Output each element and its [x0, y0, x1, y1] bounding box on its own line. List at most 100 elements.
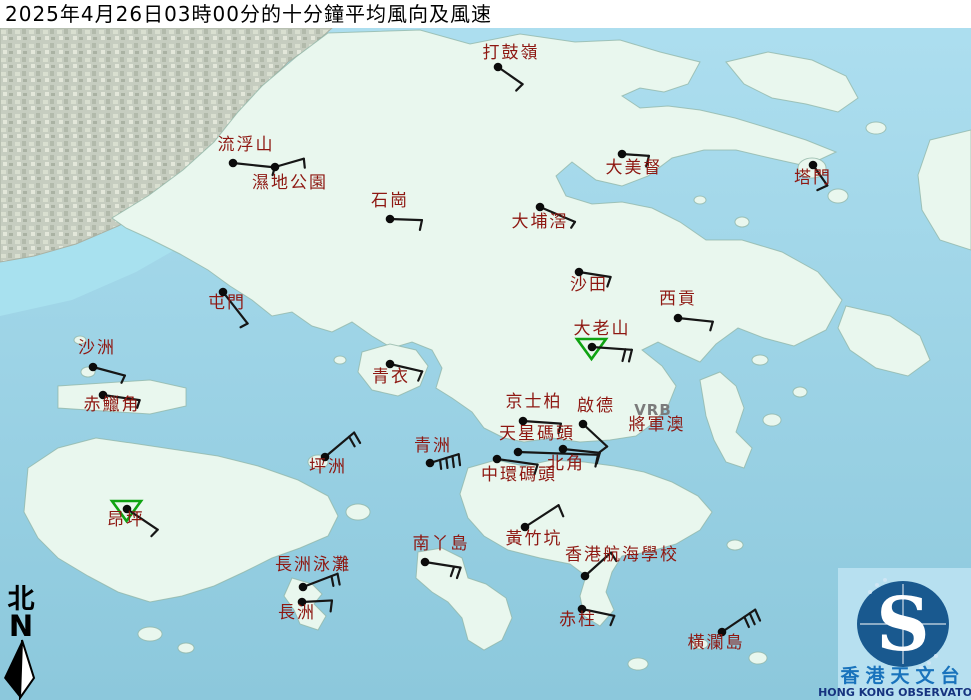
wind-barb-feather	[438, 458, 443, 470]
islet	[792, 386, 808, 398]
station-tuen-mun: 屯門	[208, 287, 249, 329]
logo-halftone-dot	[868, 590, 872, 594]
station-kings-park: 京士柏	[506, 392, 563, 435]
wind-barb-feather	[451, 455, 455, 469]
station-tai-po-kau: 大埔滘	[512, 202, 577, 232]
station-label: 西貢	[659, 289, 697, 309]
hong-kong-island	[459, 459, 713, 627]
wind-barb-feather	[418, 219, 424, 231]
wind-barb-feather	[136, 399, 141, 409]
station-label: 屯門	[208, 293, 246, 313]
wind-barb-feather	[353, 431, 362, 445]
green-triangle-marker	[109, 499, 144, 524]
wind-barb-feather	[533, 463, 539, 476]
station-label: 橫瀾島	[688, 633, 745, 653]
station-dot	[673, 313, 683, 323]
station-tseung-kwan-o: 將軍澳	[629, 415, 684, 435]
wind-barb-feather	[754, 608, 762, 622]
station-label: 天星碼頭	[499, 424, 575, 444]
station-dot	[492, 454, 502, 464]
station-label: 北角	[547, 454, 585, 474]
wind-barb-feather	[609, 551, 618, 563]
wind-barb-feather	[348, 435, 356, 448]
hei-ling-chau-islet	[345, 503, 371, 521]
station-dot	[425, 458, 435, 468]
station-label: 黃竹坑	[506, 529, 563, 549]
coastline-layer	[23, 29, 971, 671]
station-label: 啟德	[577, 396, 615, 416]
station-dot	[493, 62, 503, 72]
wind-barb-feather	[120, 374, 126, 384]
north-arrow-left-half	[4, 640, 22, 698]
logo-halftone-dot	[875, 583, 879, 587]
vrb-label: VRB	[634, 401, 672, 419]
wind-barb-staff	[496, 65, 524, 86]
north-cjk-label: 北	[8, 584, 35, 615]
station-label: 赤鱲角	[84, 395, 141, 415]
wind-barb-feather	[457, 453, 462, 467]
hko-logo: S 香港天文台 HONG KONG OBSERVATORY	[818, 568, 971, 700]
wind-barb-feather	[709, 320, 714, 332]
station-label: 沙田	[570, 275, 608, 295]
station-dot	[298, 582, 308, 592]
station-dot	[577, 604, 587, 614]
soko-islet	[137, 626, 163, 642]
wind-barb-staff	[495, 457, 539, 466]
map-title: 2025年4月26日03時00分的十分鐘平均風向及風速	[0, 0, 971, 28]
station-label: 京士柏	[506, 392, 563, 412]
wind-barb-staff	[388, 362, 424, 373]
station-dot	[717, 627, 727, 637]
station-chek-lap-kok: 赤鱲角	[84, 390, 141, 415]
station-stanley: 赤柱	[559, 604, 616, 630]
station-label: 長洲泳灘	[275, 555, 351, 575]
logo-english-name: HONG KONG OBSERVATORY	[818, 686, 971, 699]
wind-barb-staff	[561, 447, 601, 454]
wind-barb-feather	[329, 599, 334, 613]
islet	[693, 195, 707, 205]
islet	[762, 413, 782, 427]
station-tsing-yi: 青衣	[372, 359, 424, 387]
deep-bay-water	[0, 42, 336, 316]
station-dot	[98, 390, 108, 400]
station-label: 長洲	[278, 603, 316, 623]
station-label: 青洲	[414, 436, 452, 456]
wind-barb-feather	[515, 83, 524, 92]
station-dot	[320, 452, 330, 462]
station-dot	[587, 342, 597, 352]
station-label: 打鼓嶺	[483, 43, 540, 63]
wind-barb-staff	[538, 205, 577, 223]
station-peng-chau: 坪洲	[309, 431, 362, 477]
wind-barb-feather	[609, 614, 616, 627]
station-label: 中環碼頭	[481, 465, 557, 485]
station-dot	[520, 522, 530, 532]
station-label: 大埔滘	[512, 212, 569, 232]
station-dot	[218, 287, 228, 297]
wind-barb-feather	[627, 348, 634, 363]
station-label: 塔門	[794, 168, 832, 188]
high-island-area	[837, 305, 931, 377]
station-label: 赤柱	[559, 610, 597, 630]
wind-barb-feather	[330, 574, 335, 587]
wind-barb-staff	[580, 607, 616, 617]
station-shek-kong: 石崗	[371, 191, 424, 231]
station-dot	[535, 202, 545, 212]
islet	[734, 216, 750, 228]
mirs-bay-east-shore	[917, 129, 971, 251]
station-dot	[385, 214, 395, 224]
station-label: 沙洲	[78, 338, 116, 358]
wind-barb-feather	[595, 451, 601, 465]
new-territories-landmass	[111, 29, 843, 443]
station-dot	[297, 597, 307, 607]
wind-barb-feather	[570, 220, 577, 229]
station-north-point: 北角	[547, 444, 601, 474]
lamma-island-shape	[415, 547, 513, 651]
station-label: 青衣	[372, 367, 410, 387]
station-label: 香港航海學校	[565, 545, 679, 565]
logo-halftone-dot	[883, 578, 887, 582]
station-wong-chuk-hang: 黃竹坑	[506, 504, 565, 549]
wind-barb-staff	[516, 450, 600, 456]
station-label: 石崗	[371, 191, 409, 211]
